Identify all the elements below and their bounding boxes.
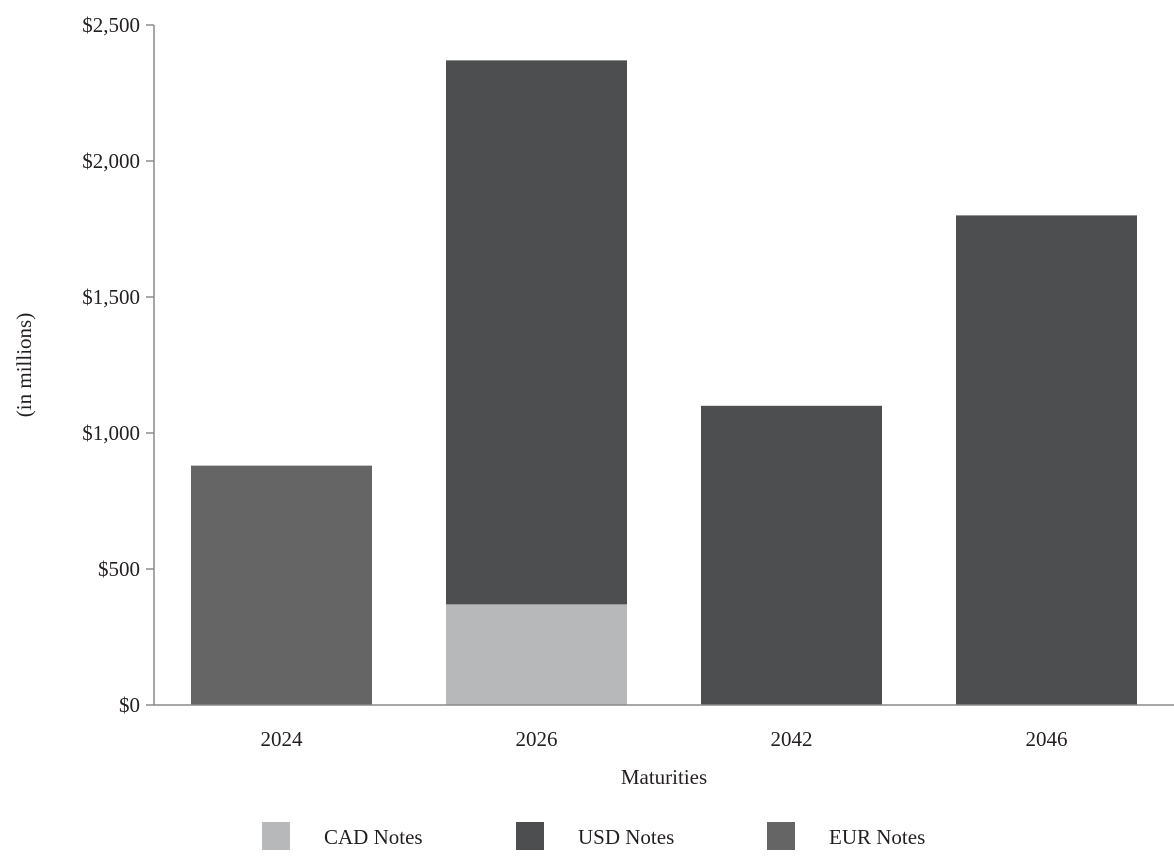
axis-layer [153, 25, 1174, 706]
bar-usd-notes-2026 [446, 60, 627, 605]
x-tick-label: 2024 [261, 727, 304, 751]
x-axis-title: Maturities [621, 765, 707, 789]
x-tick-label: 2042 [771, 727, 813, 751]
y-tick-label: $2,500 [82, 13, 140, 37]
x-tick-labels: 2024 2026 2042 2046 [261, 727, 1068, 751]
legend-label: USD Notes [578, 825, 674, 849]
legend-label: CAD Notes [324, 825, 423, 849]
legend: CAD Notes USD Notes EUR Notes [262, 822, 925, 850]
bars-layer [191, 60, 1137, 705]
y-tick-labels: $0 $500 $1,000 $1,500 $2,000 $2,500 [82, 13, 154, 717]
y-tick-label: $1,000 [82, 421, 140, 445]
bar-eur-notes-2024 [191, 465, 372, 705]
bar-usd-notes-2042 [701, 405, 882, 705]
legend-swatch-usd-notes [516, 822, 544, 850]
y-tick-label: $0 [119, 693, 140, 717]
y-axis-title: (in millions) [12, 313, 36, 417]
legend-label: EUR Notes [829, 825, 925, 849]
legend-swatch-cad-notes [262, 822, 290, 850]
bar-cad-notes-2026 [446, 604, 627, 705]
legend-swatch-eur-notes [767, 822, 795, 850]
x-tick-label: 2026 [516, 727, 558, 751]
y-tick-label: $1,500 [82, 285, 140, 309]
x-tick-label: 2046 [1026, 727, 1068, 751]
y-tick-label: $500 [98, 557, 140, 581]
y-tick-label: $2,000 [82, 149, 140, 173]
bar-usd-notes-2046 [956, 215, 1137, 705]
